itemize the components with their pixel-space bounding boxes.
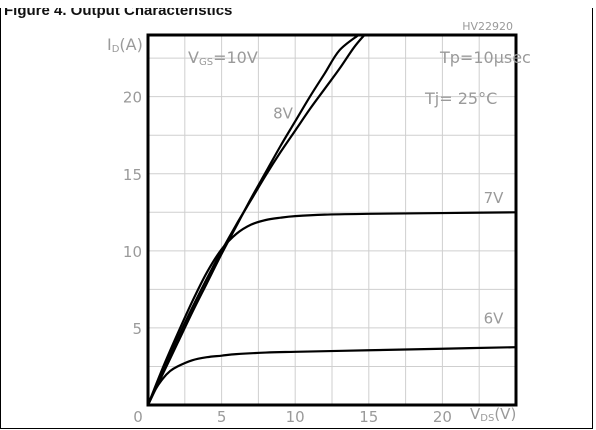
curve-vgs-10v <box>148 35 360 405</box>
x-axis-label-unit: (V) <box>494 405 516 423</box>
x-tick-label: 15 <box>359 408 378 426</box>
curve-vgs-6v <box>148 346 516 405</box>
drawing-code: HV22920 <box>462 20 513 33</box>
y-axis-label-unit: (A) <box>119 35 142 54</box>
y-tick-label: 10 <box>123 243 142 261</box>
curve-vgs-8v <box>148 35 366 405</box>
x-tick-label: 10 <box>286 408 305 426</box>
tick-labels: 0 5 10 15 20 5 10 15 20 <box>123 89 452 426</box>
vgs-annotation: VGS=10V <box>188 48 258 68</box>
grid-lines <box>148 35 516 405</box>
series-labels: 8V 7V 6V <box>273 104 504 327</box>
series-label-7v: 7V <box>484 189 505 207</box>
y-axis-label: ID(A) <box>107 35 143 55</box>
series-label-6v: 6V <box>484 309 505 327</box>
x-axis-label-sub: DS <box>480 413 494 424</box>
vgs-annotation-rest: =10V <box>213 48 258 67</box>
plot-border <box>146 33 518 407</box>
y-tick-label: 15 <box>123 166 142 184</box>
tp-annotation: Tp=10µsec <box>439 48 531 67</box>
x-tick-label: 20 <box>433 408 452 426</box>
tj-annotation: Tj= 25°C <box>424 89 497 108</box>
x-tick-label: 5 <box>217 408 227 426</box>
curve-vgs-7v <box>148 211 516 405</box>
figure-frame: Figure 4. Output Characteristics <box>0 8 593 429</box>
y-tick-label: 5 <box>132 320 142 338</box>
figure-caption: Figure 4. Output Characteristics <box>4 2 233 19</box>
x-axis-label: VDS(V) <box>470 405 516 424</box>
vgs-annotation-main: V <box>188 48 199 67</box>
x-tick-label: 0 <box>133 408 143 426</box>
curves <box>148 35 516 405</box>
y-tick-label: 20 <box>123 89 142 107</box>
series-label-8v: 8V <box>273 104 294 122</box>
x-axis-label-main: V <box>470 405 481 423</box>
y-axis-label-main: I <box>107 35 112 54</box>
vgs-annotation-sub: GS <box>199 57 213 68</box>
y-axis-label-sub: D <box>112 44 120 55</box>
